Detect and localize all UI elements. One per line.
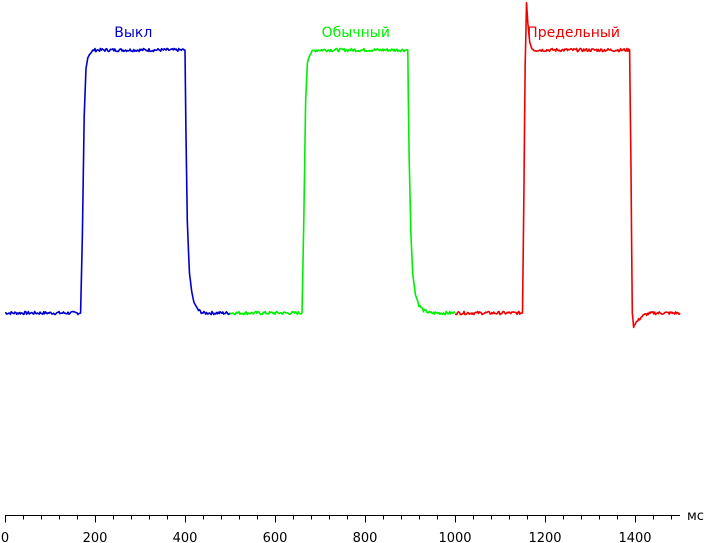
series-label-1: Выкл [114, 25, 152, 41]
x-tick-label: 1200 [528, 531, 561, 543]
x-tick-label: 200 [83, 531, 108, 543]
x-tick-label: 1000 [438, 531, 471, 543]
series-line-3 [454, 1, 681, 329]
x-axis: мс 0 200 400 600 800 1000 1200 1400 [1, 509, 704, 543]
x-tick-label: 400 [173, 531, 198, 543]
series-label-2: Обычный [322, 25, 390, 41]
series-line-2 [229, 47, 456, 316]
x-tick-label: 1400 [618, 531, 651, 543]
series-label-3: Предельный [527, 25, 620, 41]
x-axis-unit-label: мс [687, 509, 704, 524]
series-labels: Выкл Обычный Предельный [114, 25, 620, 41]
x-tick-label: 600 [263, 531, 288, 543]
series-layer [4, 1, 681, 329]
series-line-1 [4, 47, 231, 316]
x-tick-label: 800 [353, 531, 378, 543]
x-tick-label: 0 [1, 531, 9, 543]
